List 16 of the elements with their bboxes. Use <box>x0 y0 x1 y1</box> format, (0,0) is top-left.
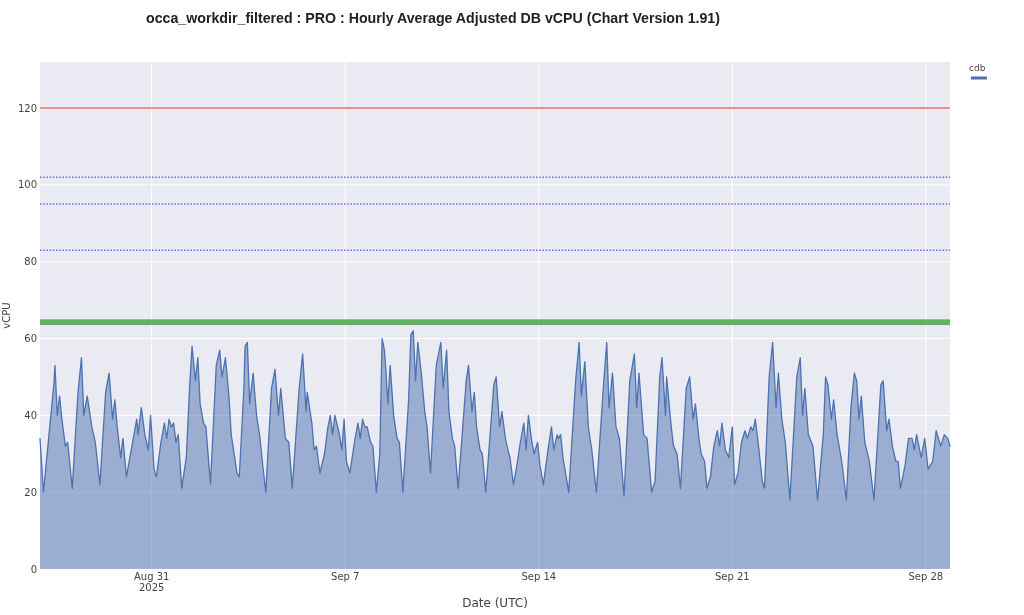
x-axis-title: Date (UTC) <box>462 596 528 610</box>
x-tick-label: Aug 31 2025 <box>134 571 170 593</box>
y-tick-label: 80 <box>24 256 37 268</box>
x-tick-label: Sep 28 <box>908 571 944 582</box>
y-tick-label: 120 <box>17 102 37 114</box>
x-tick-label: Sep 7 <box>331 571 360 582</box>
y-axis-title: vCPU <box>1 302 12 329</box>
y-tick-label: 0 <box>30 563 37 575</box>
chart-title: occa_workdir_filtered : PRO : Hourly Average Adjusted DB vCPU (Chart Version 1.91) <box>146 10 721 26</box>
y-tick-label: 100 <box>17 179 37 191</box>
text: cdb <box>969 63 986 73</box>
x-tick-label: Sep 21 <box>714 571 750 582</box>
y-tick-label: 40 <box>24 409 37 421</box>
y-tick-label: 20 <box>24 486 37 498</box>
x-tick-label: Sep 14 <box>521 571 557 582</box>
y-tick-label: 60 <box>24 333 37 345</box>
